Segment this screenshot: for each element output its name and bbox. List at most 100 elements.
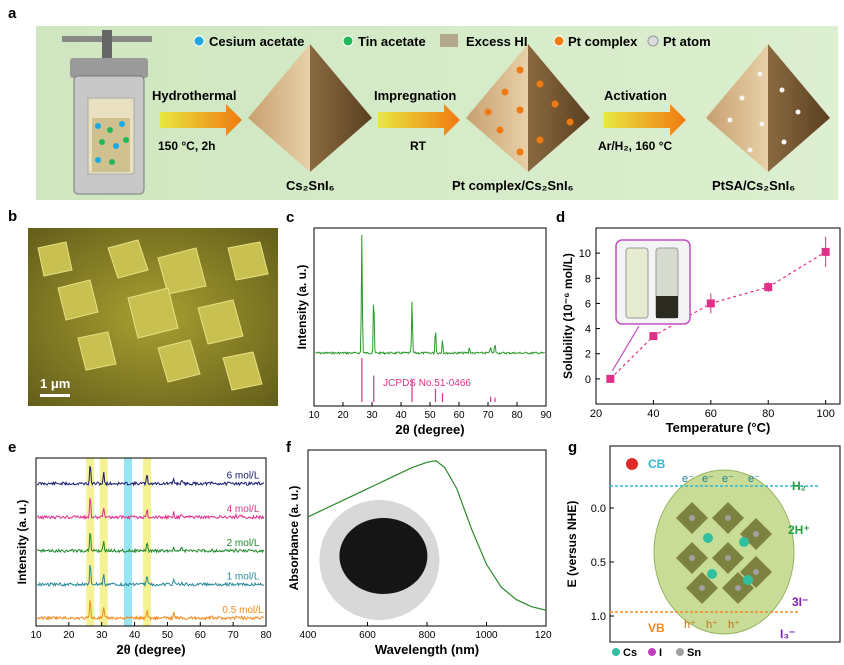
hole-1: h⁺ (706, 619, 718, 631)
cb-label: CB (648, 457, 666, 471)
xlabel-f: Wavelength (nm) (375, 642, 479, 657)
sem-image: 1 μm (28, 228, 278, 406)
series-line-3 (37, 564, 265, 588)
xtick-label-d-4: 100 (816, 408, 834, 420)
series-line-1 (36, 497, 265, 521)
series-label-1: 4 mol/L (227, 504, 260, 515)
panel-label-d: d (556, 209, 565, 226)
highlight-band-3 (143, 458, 152, 626)
scalebar-label: 1 μm (40, 376, 70, 391)
legend-a: Cesium acetate Tin acetate Excess HI Pt … (193, 34, 711, 49)
ytick-label-d-3: 6 (585, 298, 591, 310)
legend-hi: Excess HI (466, 34, 527, 49)
ylabel-e: Intensity (a. u.) (15, 500, 29, 585)
xtick-label-d-1: 40 (647, 408, 659, 420)
step-impregnation: Impregnation (374, 88, 456, 103)
legend-label-sn: Sn (687, 647, 701, 659)
cs-atom-3 (743, 575, 753, 585)
ylabel-d: Solubility (10⁻⁶ mol/L) (561, 253, 575, 379)
i3-label: I₃⁻ (780, 627, 795, 641)
sn-atom-2 (753, 531, 759, 537)
legend-dot-sn (676, 648, 684, 656)
vb-label: VB (648, 621, 665, 635)
pyramid-pt-complex (466, 44, 590, 172)
legend-pt-complex: Pt complex (568, 34, 638, 49)
product-3: PtSA/Cs₂SnI₆ (712, 178, 795, 193)
panel-label-b: b (8, 208, 18, 225)
xtick-label-c-2: 30 (366, 410, 378, 421)
sn-atom-5 (753, 569, 759, 575)
legend-tin: Tin acetate (358, 34, 426, 49)
xtick-label-e-2: 30 (96, 630, 108, 641)
legend-dot-i (648, 648, 656, 656)
data-point-2 (706, 299, 715, 308)
xtick-label-c-8: 90 (540, 410, 552, 421)
xtick-label-c-5: 60 (453, 410, 465, 421)
xtick-label-d-0: 20 (590, 408, 602, 420)
cs-atom-1 (739, 537, 749, 547)
xlabel-d: Temperature (°C) (666, 420, 771, 435)
cs-atom-0 (703, 533, 713, 543)
arrow-impregnation (378, 104, 460, 136)
legend-label-i: I (659, 647, 662, 659)
sun-icon (626, 458, 638, 470)
xtick-label-c-3: 40 (395, 410, 407, 421)
series-line-0 (36, 466, 265, 487)
xtick-label-e-7: 80 (260, 630, 272, 641)
data-point-3 (764, 283, 773, 292)
legend-label-cs: Cs (623, 647, 637, 659)
ytick-label-d-0: 0 (585, 374, 591, 386)
data-point-4 (821, 247, 830, 256)
plot-frame-e (35, 457, 267, 627)
reference-label: JCPDS No.51-0466 (383, 378, 471, 389)
xtick-label-e-4: 50 (162, 630, 174, 641)
xtick-label-c-4: 50 (424, 410, 436, 421)
product-1: Cs₂SnI₆ (286, 178, 335, 193)
electron-3: e⁻ (748, 473, 760, 485)
h2-label: H₂ (792, 479, 806, 493)
sn-atom-1 (725, 515, 731, 521)
pyramid-ptsa (706, 44, 830, 172)
xtick-label-f-4: 1200 (535, 630, 552, 641)
arrow-activation (604, 104, 686, 136)
xlabel-e: 2θ (degree) (116, 642, 185, 657)
chart-d: d 20 40 60 80 100 0 2 4 6 8 10 Temperature (°C) Solub… (556, 209, 841, 435)
hole-0: h⁺ (684, 619, 696, 631)
data-point-0 (606, 374, 615, 383)
xtick-label-c-1: 20 (337, 410, 349, 421)
pyramid-cs2sni6 (248, 44, 372, 172)
cs-atom-2 (707, 569, 717, 579)
hplus-label: 2H⁺ (788, 523, 810, 537)
panel-label-a: a (8, 5, 17, 22)
sn-atom-6 (699, 585, 705, 591)
xtick-label-f-2: 800 (419, 630, 436, 641)
step-activation-cond: Ar/H₂, 160 °C (598, 139, 672, 153)
sn-atom-4 (725, 555, 731, 561)
ytick-label-g-2: 1.0 (591, 611, 606, 623)
autoclave-icon (62, 30, 152, 195)
vial-clear-icon (625, 247, 649, 319)
legend-cesium: Cesium acetate (209, 34, 304, 49)
step-hydrothermal-cond: 150 °C, 2h (158, 139, 216, 153)
series-label-3: 1 mol/L (227, 571, 260, 582)
sn-atom-3 (689, 555, 695, 561)
product-2: Pt complex/Cs₂SnI₆ (452, 178, 574, 193)
chart-f: f 400 600 800 1000 1200 Wavelength (nm) Absorba… (286, 439, 552, 657)
step-activation: Activation (604, 88, 667, 103)
arrow-hydrothermal (160, 104, 242, 136)
xlabel-c: 2θ (degree) (395, 422, 464, 437)
highlight-band-2 (124, 458, 132, 626)
panel-label-g: g (568, 439, 577, 456)
step-hydrothermal: Hydrothermal (152, 88, 237, 103)
xtick-label-e-5: 60 (195, 630, 207, 641)
series-label-2: 2 mol/L (227, 538, 260, 549)
series-label-4: 0.5 mol/L (222, 605, 264, 616)
ytick-label-d-1: 2 (585, 349, 591, 361)
i-label: 3I⁻ (792, 595, 808, 609)
legend-dot-cs (612, 648, 620, 656)
xtick-label-f-1: 600 (359, 630, 376, 641)
data-point-1 (649, 332, 658, 341)
step-impregnation-cond: RT (410, 139, 427, 153)
panel-label-c: c (286, 209, 294, 226)
xtick-label-c-6: 70 (482, 410, 494, 421)
